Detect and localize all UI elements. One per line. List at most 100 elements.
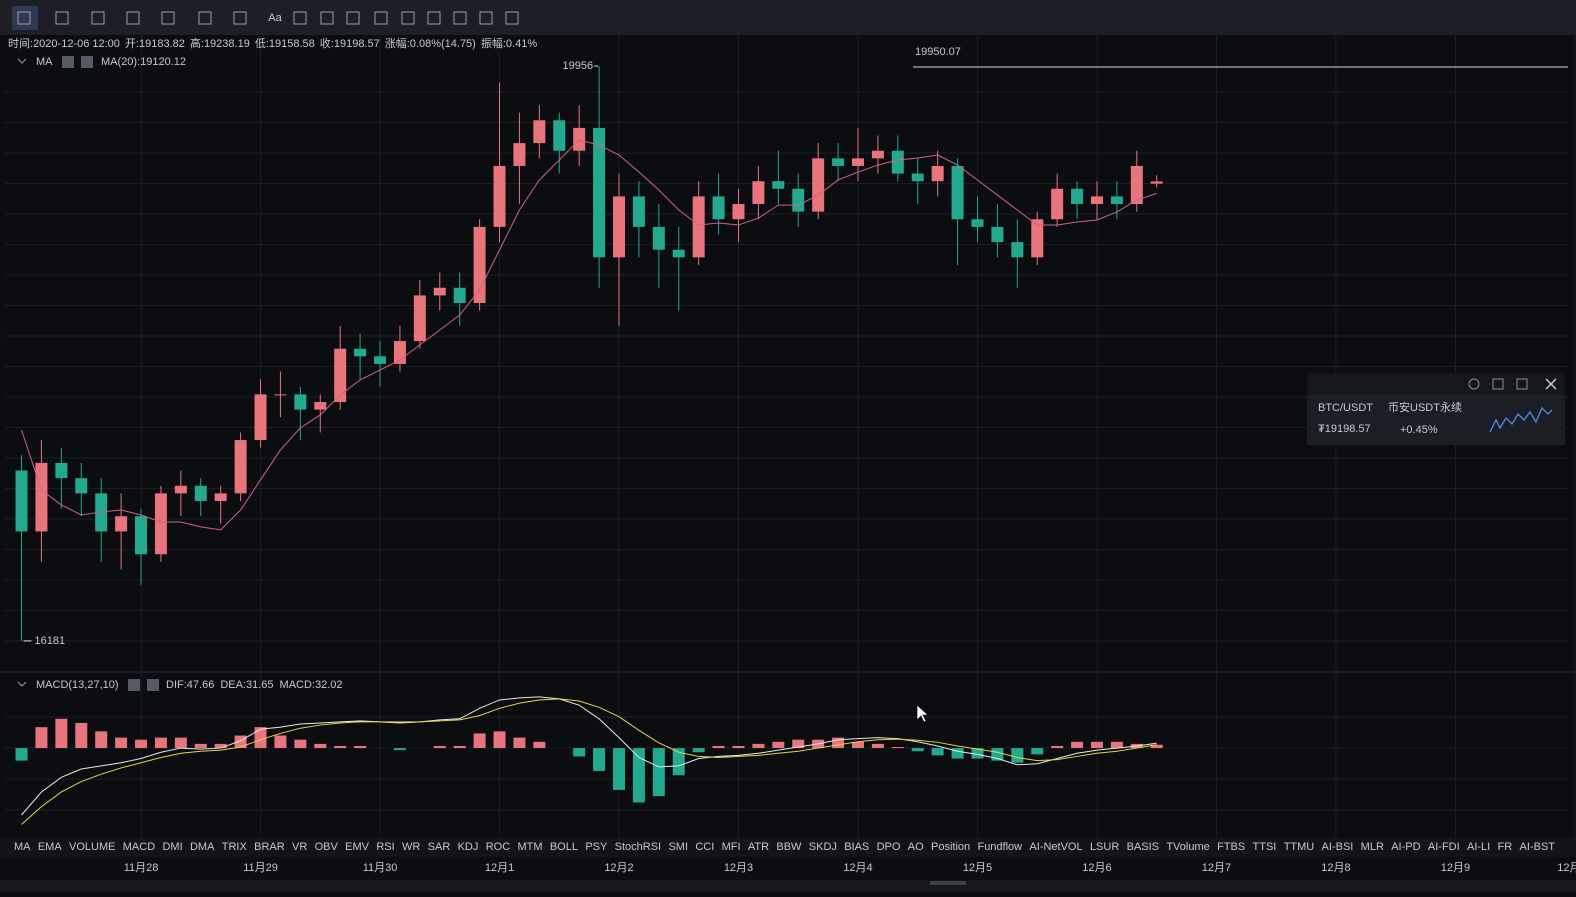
indicator-tab[interactable]: AI-PD	[1391, 841, 1420, 853]
toolbar-icon[interactable]	[479, 11, 493, 25]
indicator-tab[interactable]: OBV	[315, 841, 339, 853]
close-icon[interactable]	[81, 56, 93, 68]
widget-pair: BTC/USDT	[1318, 402, 1373, 414]
toolbar-active[interactable]	[12, 6, 38, 30]
indicator-tab[interactable]: WR	[402, 841, 420, 853]
settings-icon[interactable]	[128, 679, 140, 691]
widget-sparkline	[1489, 406, 1553, 433]
indicator-tab[interactable]: TTMU	[1284, 841, 1315, 853]
toolbar-icon[interactable]	[161, 11, 175, 25]
widget-close[interactable]	[1545, 378, 1557, 390]
candle-body	[632, 196, 645, 227]
macd-bar	[493, 731, 506, 749]
candle-body	[174, 485, 187, 494]
toolbar-icon[interactable]	[374, 11, 388, 25]
indicator-tab[interactable]: BRAR	[254, 841, 285, 853]
indicator-tab[interactable]: BBW	[776, 841, 802, 853]
macd-bar	[911, 748, 924, 752]
toolbar-icon[interactable]	[346, 11, 360, 25]
indicator-tab[interactable]: AI-BSI	[1322, 841, 1354, 853]
indicator-tab[interactable]: EMA	[38, 841, 63, 853]
indicator-tab[interactable]: MA	[14, 841, 31, 853]
candle-body	[752, 181, 765, 205]
indicator-tab[interactable]: SMI	[668, 841, 688, 853]
indicator-tab[interactable]: StochRSI	[615, 841, 661, 853]
toolbar-icon[interactable]	[293, 11, 307, 25]
indicator-tab[interactable]: BASIS	[1127, 841, 1159, 853]
legend-label: DIF:	[166, 679, 187, 691]
indicator-tab[interactable]: DMI	[162, 841, 182, 853]
info-label: 时间:	[8, 37, 33, 50]
candle-body	[772, 181, 785, 189]
indicator-tab[interactable]: MTM	[517, 841, 542, 853]
toolbar-icon[interactable]	[17, 11, 31, 25]
candle-body	[692, 196, 705, 258]
indicator-tab[interactable]: FR	[1498, 841, 1513, 853]
widget-expand[interactable]	[1516, 378, 1528, 390]
candle-body	[473, 226, 486, 304]
macd-bar	[35, 727, 48, 749]
candle-body	[15, 470, 28, 532]
toolbar-icon[interactable]	[505, 11, 519, 25]
close-icon[interactable]	[147, 679, 159, 691]
indicator-tab[interactable]: KDJ	[458, 841, 479, 853]
toolbar-icon[interactable]	[198, 11, 212, 25]
indicator-tab[interactable]: FTBS	[1217, 841, 1245, 853]
text-tool[interactable]: Aa	[268, 12, 282, 24]
indicator-tab[interactable]: AO	[908, 841, 924, 853]
indicator-tab[interactable]: PSY	[585, 841, 608, 853]
max-label: 19956	[562, 60, 593, 72]
macd-bar	[871, 743, 884, 749]
toolbar-icon[interactable]	[55, 11, 69, 25]
macd-bar	[632, 748, 645, 803]
toolbar-icon[interactable]	[453, 11, 467, 25]
toolbar-icon[interactable]	[91, 11, 105, 25]
legend-value: 31.65	[246, 679, 274, 691]
toolbar-icon[interactable]	[233, 11, 247, 25]
candle-body	[712, 196, 725, 220]
indicator-tab[interactable]: BOLL	[550, 841, 578, 853]
indicator-tab[interactable]: EMV	[345, 841, 370, 853]
indicator-tab[interactable]: MACD	[123, 841, 155, 853]
indicator-tab[interactable]: TTSI	[1253, 841, 1277, 853]
indicator-tab[interactable]: SAR	[428, 841, 451, 853]
candle-body	[1011, 242, 1024, 258]
macd-bar	[971, 748, 984, 759]
indicator-tab[interactable]: AI-LI	[1467, 841, 1490, 853]
info-value: 19238.19	[204, 38, 250, 50]
tab-bar	[0, 838, 1576, 857]
widget-pop[interactable]	[1492, 378, 1504, 390]
indicator-tab[interactable]: AI-FDI	[1428, 841, 1460, 853]
indicator-tab[interactable]: BIAS	[844, 841, 869, 853]
indicator-tab[interactable]: CCI	[695, 841, 714, 853]
indicator-tab[interactable]: TRIX	[222, 841, 248, 853]
candle-body	[35, 462, 48, 532]
toolbar-icon[interactable]	[126, 11, 140, 25]
indicator-tab[interactable]: ROC	[486, 841, 511, 853]
indicator-tab[interactable]: SKDJ	[809, 841, 837, 853]
indicator-tab[interactable]: DPO	[877, 841, 901, 853]
indicator-tab[interactable]: RSI	[376, 841, 394, 853]
macd-line	[21, 696, 1157, 816]
indicator-tab[interactable]: ATR	[748, 841, 769, 853]
toolbar-icon[interactable]	[401, 11, 415, 25]
indicator-tab[interactable]: Fundflow	[977, 841, 1022, 853]
indicator-tab[interactable]: MFI	[722, 841, 741, 853]
indicator-tab[interactable]: VOLUME	[69, 841, 115, 853]
indicator-tab[interactable]: AI-BST	[1520, 841, 1556, 853]
macd-bar	[1051, 745, 1064, 749]
scroll-thumb[interactable]	[930, 881, 966, 885]
settings-icon[interactable]	[62, 56, 74, 68]
indicator-tab[interactable]: VR	[292, 841, 307, 853]
indicator-tab[interactable]: LSUR	[1090, 841, 1119, 853]
widget-settings[interactable]	[1468, 378, 1480, 390]
indicator-tab[interactable]: MLR	[1361, 841, 1384, 853]
indicator-tab[interactable]: DMA	[190, 841, 215, 853]
indicator-tab[interactable]: TVolume	[1166, 841, 1209, 853]
indicator-tab[interactable]: Position	[931, 841, 970, 853]
toolbar-icon[interactable]	[427, 11, 441, 25]
indicator-tab[interactable]: AI-NetVOL	[1029, 841, 1082, 853]
toolbar-icon[interactable]	[320, 11, 334, 25]
